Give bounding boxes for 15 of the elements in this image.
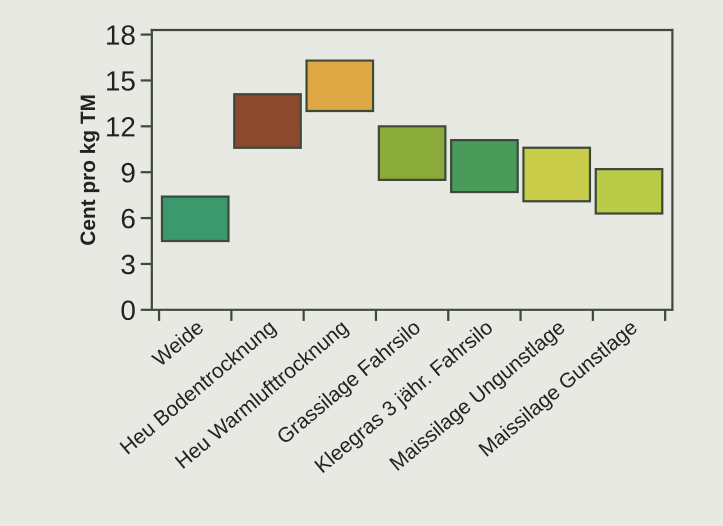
bar (450, 138, 519, 194)
y-tick-label: 15 (107, 71, 135, 91)
bar (594, 168, 664, 215)
bar (378, 125, 446, 181)
y-tick-label: 3 (121, 254, 135, 274)
bar (233, 93, 302, 149)
bar (160, 196, 230, 242)
y-axis-title: Cent pro kg TM (80, 95, 100, 245)
y-tick-label: 9 (122, 162, 135, 183)
y-tick-label: 0 (121, 300, 135, 320)
y-tick-label: 12 (107, 116, 134, 136)
y-tick-label: 18 (107, 25, 135, 45)
bar (305, 59, 374, 112)
y-tick-label: 6 (122, 208, 135, 228)
bar (522, 146, 592, 202)
